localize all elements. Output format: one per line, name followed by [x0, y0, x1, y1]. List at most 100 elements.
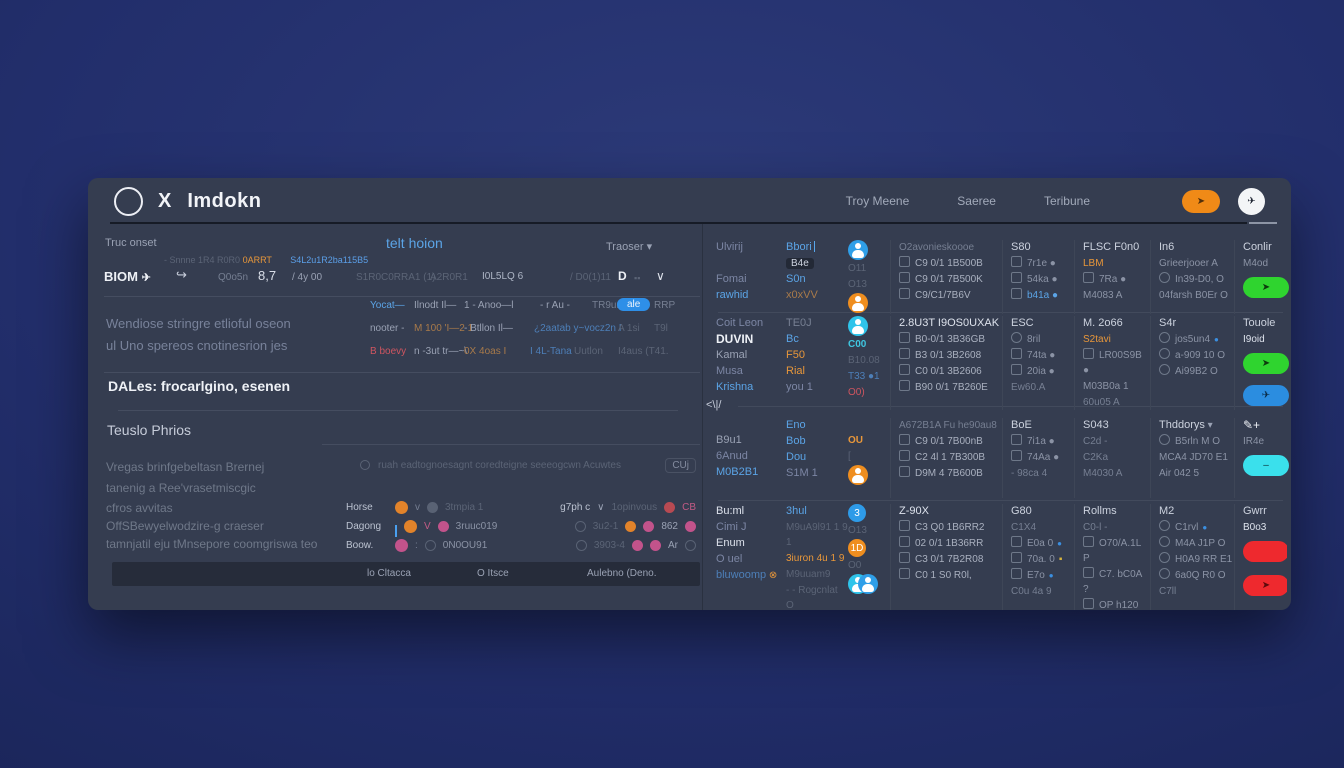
cell-text[interactable]: LBM	[1083, 258, 1104, 269]
undo-icon[interactable]: ↪	[176, 267, 187, 282]
avatar-dot-red-icon[interactable]	[664, 501, 676, 513]
row-name[interactable]: Krishna	[716, 381, 754, 393]
date-checkbox-row[interactable]: B3 0/1 3B2608	[899, 348, 1002, 363]
row-name[interactable]: O uel	[716, 553, 743, 565]
checkbox-item[interactable]: C7. bC0A ?	[1083, 567, 1150, 597]
avatar-dot-pink-icon[interactable]	[650, 539, 661, 551]
compose-icon[interactable]: ✎+	[1243, 418, 1261, 432]
checkbox-item[interactable]: 20ia ●	[1011, 364, 1074, 379]
toolbar-item-d[interactable]: D	[618, 269, 627, 283]
row-name[interactable]: DUVIN	[716, 332, 754, 346]
row-name[interactable]: Enum	[716, 537, 745, 549]
avatar-dot-orange-icon[interactable]	[625, 520, 637, 532]
radio-item[interactable]: B5rln M O	[1159, 434, 1234, 449]
stop-button[interactable]	[1243, 541, 1287, 562]
checkbox-item[interactable]: 70a. 0	[1011, 552, 1074, 567]
avatar-dot-pink-icon[interactable]	[643, 520, 655, 532]
avatar-dot-orange-icon[interactable]	[404, 519, 417, 533]
count-badge[interactable]: 3	[848, 504, 866, 522]
collapse-marker-icon[interactable]: <\|/	[706, 399, 722, 411]
row-value[interactable]: Eno	[786, 419, 806, 431]
row-name[interactable]: 6Anud	[716, 450, 748, 462]
row-name[interactable]: bluwoomp ⊗	[716, 568, 786, 583]
row-value[interactable]: Dou	[786, 451, 807, 463]
count-badge[interactable]: 1D	[848, 539, 866, 557]
avatar-dot-faint-icon[interactable]	[575, 539, 587, 551]
checkbox-item[interactable]: E7o	[1011, 568, 1074, 583]
option-row[interactable]: Boow. : 0N0OU91 3903-4 Ar	[346, 537, 696, 553]
radio-item[interactable]: C1rvl	[1159, 520, 1234, 535]
row-name[interactable]: Bu:ml	[716, 505, 745, 517]
search-field[interactable]: ruah eadtognoesagnt coredteigne seeeogcw…	[360, 456, 696, 474]
link-telt-hoion[interactable]: telt hoion	[386, 235, 443, 251]
checkbox-item[interactable]: b41a ●	[1011, 288, 1074, 303]
radio-item[interactable]: a-909 10 O	[1159, 348, 1234, 363]
radio-item[interactable]: M4A J1P O	[1159, 536, 1234, 551]
option-row[interactable]: Horse v 3tmpia 1 g7ph c ∨ 1opinvous CB	[346, 499, 696, 515]
avatar-dot-orange-icon[interactable]	[395, 500, 408, 514]
row-link[interactable]: B boevy	[370, 346, 407, 357]
row-name[interactable]: rawhid	[716, 289, 749, 301]
chevron-down-icon[interactable]: ∨	[656, 269, 665, 283]
checkbox-item[interactable]: O70/A.1L P	[1083, 536, 1150, 566]
checkbox-item[interactable]: E0a 0	[1011, 536, 1074, 551]
row-name[interactable]: Cimi J	[716, 521, 747, 533]
checkbox-item[interactable]: 7r1e ●	[1011, 256, 1074, 271]
avatar-dot-faint-icon[interactable]	[424, 539, 436, 551]
date-checkbox-row[interactable]: C9/C1/7B6V	[899, 288, 1002, 303]
avatar-group[interactable]	[848, 574, 890, 594]
date-checkbox-row[interactable]: C2 4l 1 7B300B	[899, 450, 1002, 465]
row-name[interactable]: Musa	[716, 365, 743, 377]
checkbox-item[interactable]: 7i1a ●	[1011, 434, 1074, 449]
date-checkbox-row[interactable]: B90 0/1 7B260E	[899, 380, 1002, 395]
date-checkbox-row[interactable]: C9 0/1 1B500B	[899, 256, 1002, 271]
note-link[interactable]: S4L2u1R2ba115B5	[290, 255, 369, 265]
date-checkbox-row[interactable]: C0 1 S0 R0l,	[899, 568, 1002, 583]
chevron-down-icon[interactable]: ∨	[597, 501, 605, 513]
row-name[interactable]: Fomai	[716, 273, 747, 285]
avatar-dot-pink-icon[interactable]	[685, 520, 696, 532]
caret-down-icon[interactable]: ▾	[1207, 420, 1213, 431]
checkbox-item[interactable]: 74ta ●	[1011, 348, 1074, 363]
row-name[interactable]: B9u1	[716, 434, 742, 446]
send-button[interactable]: ✈	[1243, 385, 1289, 406]
row-link[interactable]: nooter -	[370, 323, 405, 334]
go-button[interactable]: ➤	[1243, 353, 1289, 374]
dropdown-traoser[interactable]: Traoser ▾	[606, 240, 652, 253]
avatar-dot-pink-icon[interactable]	[632, 539, 643, 551]
stop-arrow-button[interactable]: ➤	[1243, 575, 1287, 596]
date-checkbox-row[interactable]: C0 0/1 3B2606	[899, 364, 1002, 379]
row-link[interactable]: Yocat—	[370, 300, 405, 311]
profile-circle-button[interactable]: ✈	[1238, 187, 1265, 215]
toolbar-item-biom[interactable]: BIOM ✈	[104, 269, 151, 284]
avatar[interactable]	[848, 316, 868, 336]
date-checkbox-row[interactable]: 02 0/1 1B36RR	[899, 536, 1002, 551]
nav-item-teribune[interactable]: Teribune	[1043, 194, 1090, 208]
toolbar-item-q[interactable]: Q0o5n	[218, 272, 249, 283]
row-name[interactable]: Kamal	[716, 349, 748, 361]
row-value[interactable]: S0n	[786, 273, 806, 285]
checkbox-item[interactable]: 7Ra ●	[1083, 272, 1150, 287]
statusbar-item[interactable]: O Itsce	[477, 568, 509, 579]
nav-item-troy-meene[interactable]: Troy Meene	[845, 194, 910, 208]
toolbar-item-highlight[interactable]: I0L5LQ 6	[482, 271, 524, 282]
avatar-dot-pink-icon[interactable]	[437, 520, 449, 532]
statusbar-item[interactable]: lo Cltacca	[367, 568, 411, 579]
cell-text[interactable]: S2tavi	[1083, 334, 1111, 345]
avatar[interactable]	[848, 465, 868, 485]
go-button[interactable]: ➤	[1243, 277, 1289, 298]
checkbox-item[interactable]: OP h120	[1083, 598, 1150, 610]
row-value[interactable]: Bob	[786, 435, 806, 447]
date-checkbox-row[interactable]: D9M 4 7B600B	[899, 466, 1002, 481]
row-name[interactable]: M0B2B1	[716, 466, 759, 478]
row-value[interactable]: Bc	[786, 333, 799, 345]
date-checkbox-row[interactable]: C9 0/1 7B00nB	[899, 434, 1002, 449]
option-row[interactable]: Dagong V 3ruuc019 3u2-1 862	[346, 518, 696, 537]
radio-item[interactable]: jos5un4	[1159, 332, 1234, 347]
date-checkbox-row[interactable]: B0-0/1 3B36GB	[899, 332, 1002, 347]
row-value[interactable]: 3hul	[786, 505, 807, 517]
radio-item[interactable]: 8ril	[1011, 332, 1074, 347]
avatar-dot-faint-icon[interactable]	[685, 539, 696, 551]
avatar[interactable]	[848, 293, 868, 313]
checkbox-item[interactable]: LR00S9B ●	[1083, 348, 1150, 378]
